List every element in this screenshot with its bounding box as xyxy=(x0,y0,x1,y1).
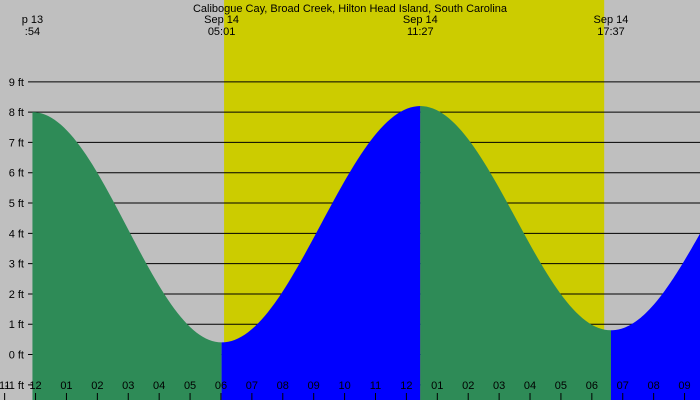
x-tick-label: 03 xyxy=(493,380,505,392)
x-tick-label: 05 xyxy=(184,380,196,392)
y-tick-label: 0 ft xyxy=(9,350,24,362)
x-tick-label: 02 xyxy=(91,380,103,392)
y-tick-label: 1 ft xyxy=(9,319,24,331)
x-tick-label: 01 xyxy=(431,380,443,392)
y-tick-label: 7 ft xyxy=(9,137,24,149)
x-tick-label: 06 xyxy=(586,380,598,392)
x-tick-label: 05 xyxy=(555,380,567,392)
y-tick-label: 3 ft xyxy=(9,259,24,271)
x-tick-label: 02 xyxy=(462,380,474,392)
extrema-date: Sep 14 xyxy=(403,14,438,26)
chart-title: Calibogue Cay, Broad Creek, Hilton Head … xyxy=(193,3,508,15)
x-tick-label: 09 xyxy=(678,380,690,392)
x-tick-label: 12 xyxy=(400,380,412,392)
x-tick-label: 08 xyxy=(648,380,660,392)
extrema-time: 05:01 xyxy=(208,26,236,38)
y-tick-label: 2 ft xyxy=(9,289,24,301)
x-tick-label: 06 xyxy=(215,380,227,392)
x-tick-label: 11 xyxy=(370,380,381,392)
extrema-date: Sep 14 xyxy=(594,14,629,26)
extrema-time: :54 xyxy=(25,26,40,38)
x-tick-label: 07 xyxy=(617,380,629,392)
rising-tide-area xyxy=(610,233,700,400)
x-tick-label: 04 xyxy=(153,380,165,392)
y-tick-label: -1 ft xyxy=(5,380,24,392)
y-tick-label: 5 ft xyxy=(9,198,24,210)
x-tick-label: 04 xyxy=(524,380,536,392)
extrema-time: 17:37 xyxy=(597,26,625,38)
y-tick-label: 6 ft xyxy=(9,168,24,180)
rising-tide-area xyxy=(221,106,421,400)
tide-areas xyxy=(32,106,700,400)
x-tick-label: 07 xyxy=(246,380,258,392)
x-tick-label: 12 xyxy=(29,380,41,392)
x-tick-label: 03 xyxy=(122,380,134,392)
y-tick-label: 4 ft xyxy=(9,228,24,240)
y-axis-labels: 9 ft 8 ft 7 ft 6 ft 5 ft 4 ft 3 ft 2 ft 1 ft 0 ft… xyxy=(5,77,24,392)
extrema-date: p 13 xyxy=(22,14,43,26)
x-tick-label: 08 xyxy=(277,380,289,392)
extrema-time: 11:27 xyxy=(407,26,434,38)
extrema-date: Sep 14 xyxy=(204,14,239,26)
x-tick-label: 01 xyxy=(60,380,72,392)
x-tick-label: 09 xyxy=(308,380,320,392)
falling-tide-area xyxy=(32,112,222,400)
falling-tide-area xyxy=(420,106,611,400)
y-tick-label: 8 ft xyxy=(9,107,24,119)
y-tick-label: 9 ft xyxy=(9,77,24,89)
x-tick-label: 10 xyxy=(338,380,350,392)
x-tick-label: 11 xyxy=(0,380,10,392)
x-axis-labels: 11 12 01 02 03 04 05 06 07 08 09 10 11 12 01 02 03 04 05 06… xyxy=(0,380,691,400)
